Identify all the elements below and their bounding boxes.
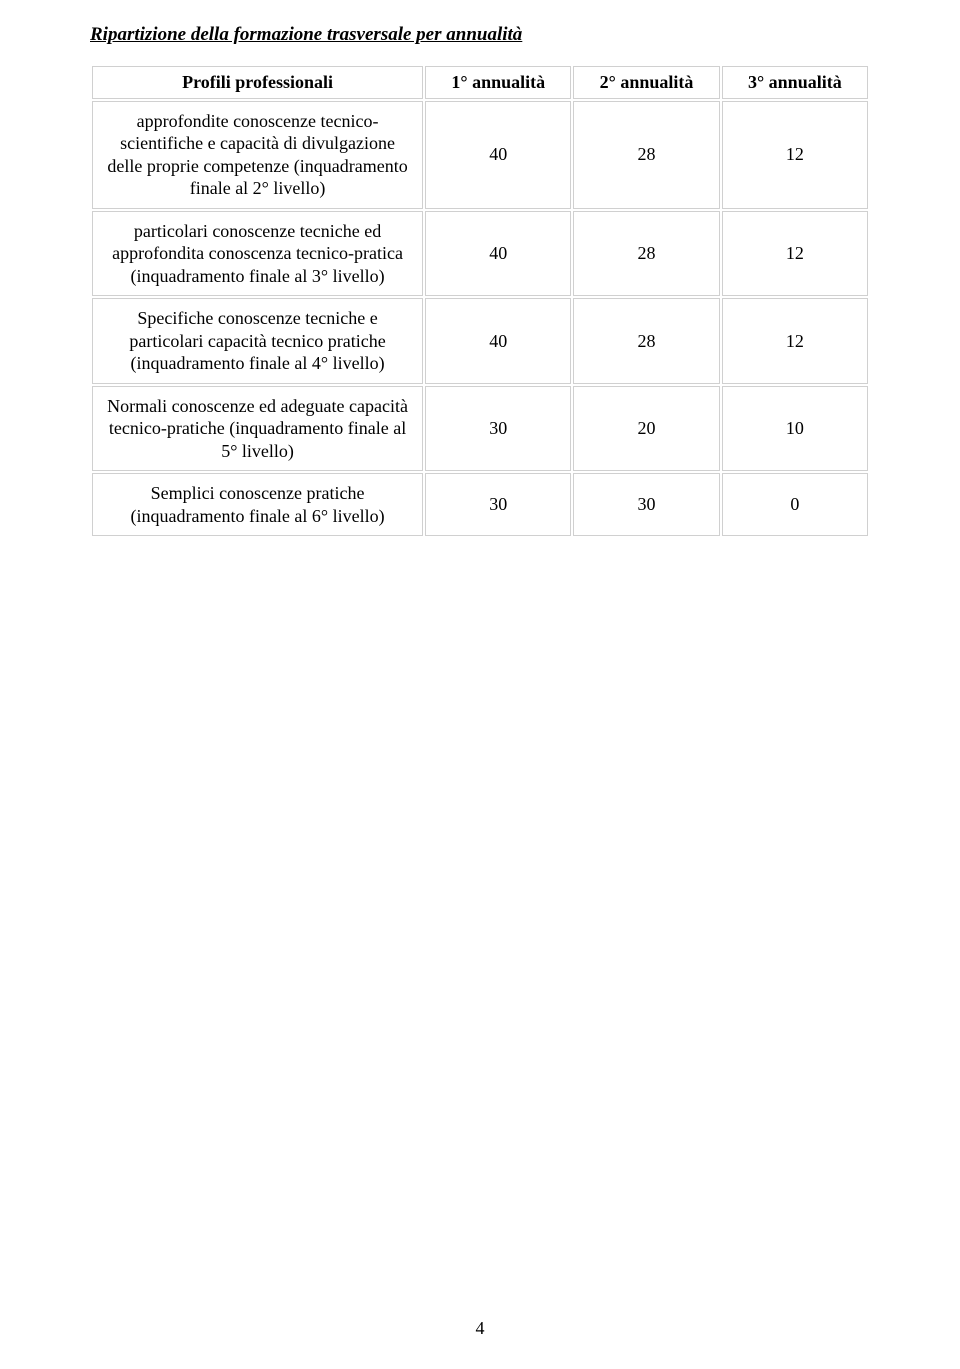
row-desc: Specifiche conoscenze tecniche e partico… [92, 298, 423, 384]
col-header-a2: 2° annualità [573, 66, 719, 99]
row-a2: 30 [573, 473, 719, 536]
row-a3: 10 [722, 386, 868, 472]
section-title: Ripartizione della formazione trasversal… [90, 24, 870, 46]
col-header-profili: Profili professionali [92, 66, 423, 99]
col-header-a3: 3° annualità [722, 66, 868, 99]
row-a2: 28 [573, 101, 719, 209]
col-header-a1: 1° annualità [425, 66, 571, 99]
table-row: approfondite conoscenze tecnico- scienti… [92, 101, 868, 209]
row-a1: 40 [425, 211, 571, 297]
table-row: Normali conoscenze ed adeguate capacità … [92, 386, 868, 472]
row-a3: 12 [722, 101, 868, 209]
row-desc: Semplici conoscenze pratiche (inquadrame… [92, 473, 423, 536]
row-a3: 12 [722, 211, 868, 297]
row-a1: 40 [425, 298, 571, 384]
row-a2: 28 [573, 298, 719, 384]
row-a1: 30 [425, 386, 571, 472]
row-a2: 20 [573, 386, 719, 472]
table-header-row: Profili professionali 1° annualità 2° an… [92, 66, 868, 99]
row-a1: 30 [425, 473, 571, 536]
row-a3: 12 [722, 298, 868, 384]
table-row: Semplici conoscenze pratiche (inquadrame… [92, 473, 868, 536]
row-desc: particolari conoscenze tecniche ed appro… [92, 211, 423, 297]
row-a1: 40 [425, 101, 571, 209]
table-row: particolari conoscenze tecniche ed appro… [92, 211, 868, 297]
table-row: Specifiche conoscenze tecniche e partico… [92, 298, 868, 384]
row-desc: Normali conoscenze ed adeguate capacità … [92, 386, 423, 472]
page-number: 4 [0, 1318, 960, 1339]
row-desc: approfondite conoscenze tecnico- scienti… [92, 101, 423, 209]
row-a2: 28 [573, 211, 719, 297]
formation-table: Profili professionali 1° annualità 2° an… [90, 64, 870, 538]
page-content: Ripartizione della formazione trasversal… [0, 0, 960, 538]
row-a3: 0 [722, 473, 868, 536]
